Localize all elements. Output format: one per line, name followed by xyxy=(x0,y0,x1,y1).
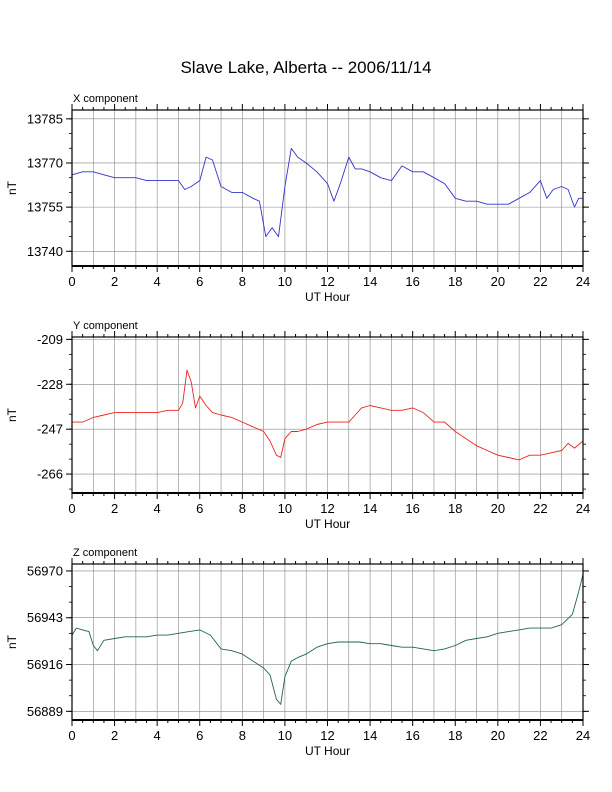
panel-3-x-tick-label: 10 xyxy=(278,728,292,743)
panel-1-y-tick-label: 13740 xyxy=(27,244,63,259)
figure-title: Slave Lake, Alberta -- 2006/11/14 xyxy=(180,58,432,77)
panel-2-x-tick-label: 10 xyxy=(278,501,292,516)
panel-3-x-tick-label: 18 xyxy=(448,728,462,743)
panel-2-x-tick-label: 14 xyxy=(363,501,377,516)
panel-2-x-tick-label: 22 xyxy=(533,501,547,516)
panel-1-label: X component xyxy=(73,93,138,105)
panel-3-x-tick-label: 2 xyxy=(111,728,118,743)
panel-3-x-tick-label: 12 xyxy=(320,728,334,743)
panel-3-y-tick-label: 56943 xyxy=(27,610,63,625)
panel-2-y-tick-label: -209 xyxy=(37,332,63,347)
panel-1-x-tick-label: 6 xyxy=(196,274,203,289)
panel-2-x-tick-label: 12 xyxy=(320,501,334,516)
panel-3-x-tick-label: 14 xyxy=(363,728,377,743)
panel-1-x-tick-label: 20 xyxy=(491,274,505,289)
panel-2-x-axis-label: UT Hour xyxy=(305,517,350,531)
panel-2-x-tick-label: 20 xyxy=(491,501,505,516)
panel-3-x-tick-label: 6 xyxy=(196,728,203,743)
panel-3-y-axis-label: nT xyxy=(5,634,19,649)
panel-2-x-tick-label: 2 xyxy=(111,501,118,516)
panel-1-x-axis-label: UT Hour xyxy=(305,290,350,304)
panel-2-series-line xyxy=(72,369,584,461)
panel-3-x-tick-label: 24 xyxy=(576,728,590,743)
panel-1-y-tick-label: 13785 xyxy=(27,111,63,126)
panel-2-y-axis-label: nT xyxy=(5,407,19,422)
panel-3-series-line xyxy=(71,574,584,705)
panel-1-x-tick-label: 24 xyxy=(576,274,590,289)
panel-3-x-tick-label: 8 xyxy=(239,728,246,743)
panel-2-x-tick-label: 6 xyxy=(196,501,203,516)
panel-1-y-axis-label: nT xyxy=(5,180,19,195)
panel-1-x-tick-label: 10 xyxy=(278,274,292,289)
panel-2-x-tick-label: 4 xyxy=(154,501,161,516)
panel-2-y-tick-label: -266 xyxy=(37,467,63,482)
panel-1-x-tick-label: 12 xyxy=(320,274,334,289)
panel-3-x-tick-label: 22 xyxy=(533,728,547,743)
panel-1-x-tick-label: 0 xyxy=(68,274,75,289)
panel-1-y-tick-label: 13770 xyxy=(27,155,63,170)
panel-2-y-tick-label: -228 xyxy=(37,377,63,392)
panel-2-y-tick-label: -247 xyxy=(37,422,63,437)
panel-3-y-tick-label: 56916 xyxy=(27,657,63,672)
panel-2-x-tick-label: 0 xyxy=(68,501,75,516)
panel-1-x-tick-label: 16 xyxy=(405,274,419,289)
panel-2-x-tick-label: 8 xyxy=(239,501,246,516)
panel-3-x-tick-label: 0 xyxy=(68,728,75,743)
panel-3-x-axis-label: UT Hour xyxy=(305,744,350,758)
panel-2-x-tick-label: 16 xyxy=(405,501,419,516)
panel-1-x-tick-label: 18 xyxy=(448,274,462,289)
panel-2-x-tick-label: 18 xyxy=(448,501,462,516)
panel-1-series-line xyxy=(71,147,583,238)
panel-2-x-tick-label: 24 xyxy=(576,501,590,516)
panel-3-x-tick-label: 20 xyxy=(491,728,505,743)
panel-3-x-tick-label: 16 xyxy=(405,728,419,743)
panel-1-x-tick-label: 8 xyxy=(239,274,246,289)
panel-1-x-tick-label: 2 xyxy=(111,274,118,289)
panel-1-x-tick-label: 14 xyxy=(363,274,377,289)
panel-1-x-tick-label: 4 xyxy=(154,274,161,289)
panel-1-y-tick-label: 13755 xyxy=(27,200,63,215)
panel-2-label: Y component xyxy=(73,320,138,332)
panel-3-y-tick-label: 56970 xyxy=(27,563,63,578)
panel-3-label: Z component xyxy=(73,547,137,559)
panel-3-x-tick-label: 4 xyxy=(154,728,161,743)
panel-3-y-tick-label: 56889 xyxy=(27,704,63,719)
panel-1-x-tick-label: 22 xyxy=(533,274,547,289)
